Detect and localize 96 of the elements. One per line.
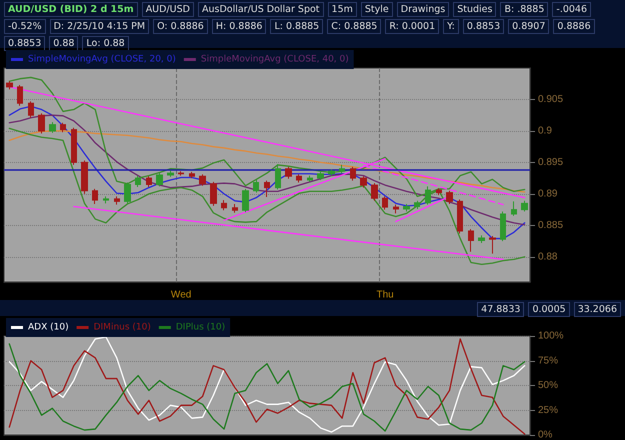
legend-label: SimpleMovingAvg (CLOSE, 40, 0) [200,54,349,64]
candlestick [511,200,517,216]
candlestick [457,199,463,234]
candlestick [199,174,206,186]
legend-label: DIPlus (10) [176,322,226,332]
candlestick [414,200,420,210]
text: Studies [453,2,496,17]
text: -0.52% [4,19,46,34]
candlestick [124,182,131,204]
candlestick [167,170,174,178]
candlestick [360,176,367,188]
candlestick [489,236,496,254]
text: 0.8853 [4,36,46,51]
candlestick [189,171,195,179]
candlestick [500,211,506,242]
text: 0.0005 [528,302,570,317]
candlestick [210,181,217,206]
candlestick [275,164,281,190]
text: Lo: 0.88 [82,36,129,51]
chart-title: AUD/USD (BID) 2 d 15m [4,2,138,17]
candlestick [436,188,442,196]
y-tick-label: 0.88 [538,251,558,262]
candlestick [60,122,66,133]
y-tick-label: 50% [538,380,558,391]
y-tick-label: 100% [538,330,564,342]
y-tick-label: 0.89 [538,188,558,200]
y-tick-label: 0.895 [538,156,564,168]
candlestick [253,180,259,194]
candlestick [146,176,152,188]
candlestick [317,171,324,181]
candlestick [81,160,88,194]
candlestick [350,166,356,182]
text: Y: [443,19,459,34]
candlestick [393,204,399,214]
text: H: 0.8886 [212,19,266,34]
candlestick [521,200,528,212]
text: -.0046 [552,2,592,17]
candlestick [178,170,184,176]
candlestick [425,186,431,206]
text: 0.8886 [553,19,595,34]
candlestick [403,203,410,212]
text: 47.8833 [477,302,524,317]
candlestick [468,228,474,252]
text: 15m [328,2,357,17]
candlestick [328,168,335,176]
candlestick [38,112,45,134]
legend-label: DIMinus (10) [94,322,151,332]
candlestick [71,127,77,166]
candlestick [221,200,227,211]
line-series [8,106,526,240]
candlestick [307,175,313,182]
text: AusDollar/US Dollar Spot [198,2,324,17]
candlestick [382,196,388,210]
candlestick [135,175,141,188]
line-series [8,130,526,193]
text: 0.88 [49,36,78,51]
text: 0.8853 [462,19,504,34]
text: D: 2/25/10 4:15 PM [50,19,150,34]
candlestick [28,100,34,118]
y-tick-label: 25% [538,404,558,416]
text: 33.2066 [574,302,621,317]
candlestick [339,164,345,174]
text: 0.8907 [508,19,550,34]
candlestick [232,203,238,214]
x-tick-label: Thu [376,290,394,300]
candlestick [242,188,249,213]
text: C: 0.8885 [327,19,382,34]
text: L: 0.8885 [270,19,324,34]
candlestick [296,174,302,184]
text: R: 0.0001 [385,19,440,34]
candlestick [371,182,378,202]
candlestick [92,188,98,204]
legend-label: ADX (10) [28,322,69,332]
y-tick-label: 0.885 [538,220,564,231]
candlestick [103,196,109,204]
candlestick [6,80,13,90]
candlestick [446,190,453,204]
candlestick [49,122,56,134]
text: AUD/USD [142,2,194,17]
candlestick [264,180,270,198]
y-tick-label: 0% [538,430,553,440]
candlestick [17,84,23,106]
legend-label: SimpleMovingAvg (CLOSE, 20, 0) [28,54,176,64]
text: Drawings [396,2,450,17]
y-tick-label: 0.905 [538,94,564,105]
text: O: 0.8886 [153,19,208,34]
x-tick-label: Wed [170,290,192,300]
y-tick-label: 0.9 [538,125,552,136]
candlestick [285,166,292,180]
candlestick [156,172,163,187]
line-series [8,114,526,226]
text: Style [360,2,393,17]
candlestick [114,196,120,206]
text: B: .8885 [500,2,548,17]
candlestick [478,234,485,244]
y-tick-label: 75% [538,355,558,366]
